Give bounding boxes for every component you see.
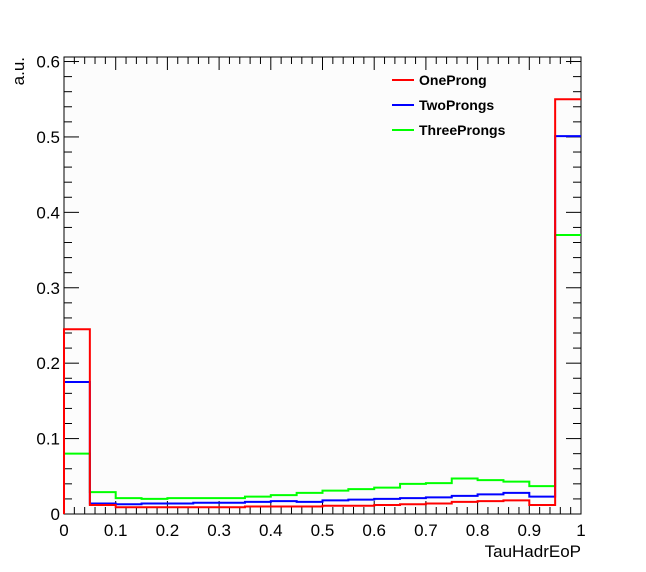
y-tick-label: 0.5 bbox=[36, 128, 60, 147]
plot-frame bbox=[63, 56, 582, 515]
legend-label: ThreeProngs bbox=[419, 122, 506, 138]
y-tick-label: 0.4 bbox=[36, 203, 60, 222]
x-tick-label: 0.6 bbox=[362, 521, 386, 540]
series-layer bbox=[63, 98, 581, 514]
y-axis-title: a.u. bbox=[9, 57, 28, 85]
legend-label: OneProng bbox=[419, 72, 487, 88]
x-axis-title: TauHadrEoP bbox=[485, 542, 581, 561]
x-tick-label: 0.1 bbox=[104, 521, 128, 540]
x-tick-label: 0.8 bbox=[466, 521, 490, 540]
x-tick-label: 0.3 bbox=[207, 521, 231, 540]
y-tick-label: 0.1 bbox=[36, 430, 60, 449]
x-axis-ticks: 0 0.1 0.2 0.3 0.4 0.5 0.6 0.7 0.8 0.9 1 bbox=[59, 57, 586, 540]
y-tick-label: 0.6 bbox=[36, 53, 60, 72]
series-line-TwoProngs bbox=[63, 135, 581, 514]
y-tick-label: 0.2 bbox=[36, 354, 60, 373]
legend-label: TwoProngs bbox=[419, 97, 494, 113]
x-tick-label: 0 bbox=[59, 521, 68, 540]
series-line-OneProng bbox=[63, 98, 581, 514]
x-tick-label: 0.2 bbox=[156, 521, 180, 540]
x-tick-label: 0.7 bbox=[414, 521, 438, 540]
x-tick-label: 1 bbox=[576, 521, 585, 540]
series-line-ThreeProngs bbox=[63, 233, 581, 514]
y-tick-label: 0.3 bbox=[36, 279, 60, 298]
legend: OneProng TwoProngs ThreeProngs bbox=[392, 72, 506, 138]
y-tick-label: 0 bbox=[51, 505, 60, 524]
x-tick-label: 0.4 bbox=[259, 521, 283, 540]
y-axis-ticks: 0 0.1 0.2 0.3 0.4 0.5 0.6 bbox=[36, 53, 581, 524]
x-tick-label: 0.9 bbox=[517, 521, 541, 540]
x-tick-label: 0.5 bbox=[311, 521, 335, 540]
